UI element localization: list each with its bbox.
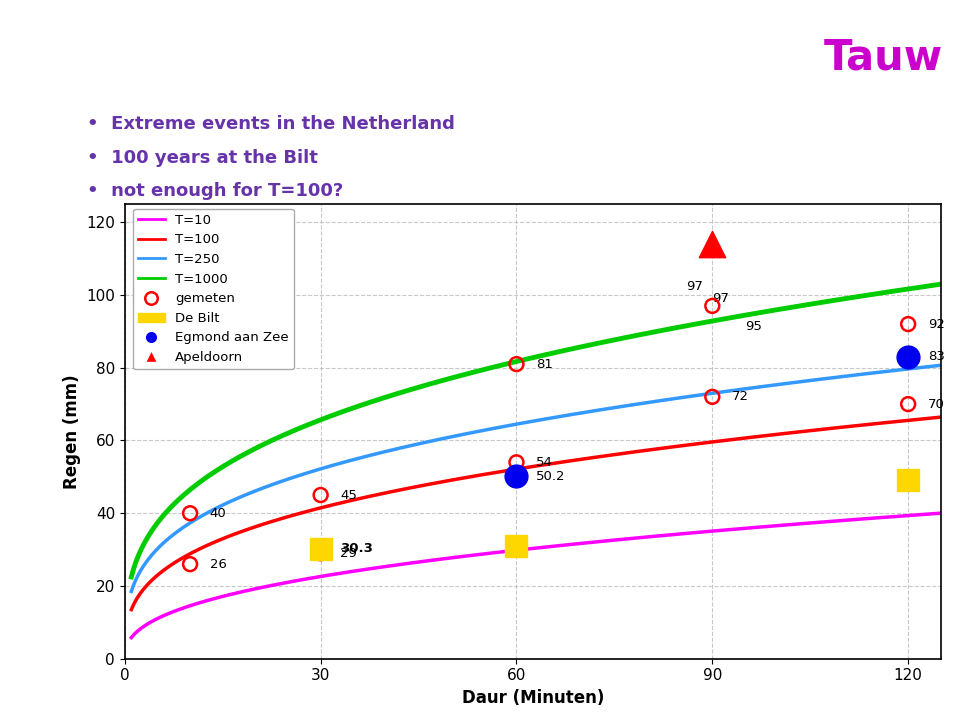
Y-axis label: Regen (mm): Regen (mm) <box>62 374 81 489</box>
Text: 92: 92 <box>927 318 945 331</box>
Text: •  not enough for T=100?: • not enough for T=100? <box>87 182 343 200</box>
Point <box>509 359 524 370</box>
Text: 83: 83 <box>927 350 945 363</box>
Point <box>509 470 524 482</box>
Text: 72: 72 <box>732 390 749 403</box>
Text: •  100 years at the Bilt: • 100 years at the Bilt <box>87 148 318 167</box>
Legend: T=10, T=100, T=250, T=1000, gemeten, De Bilt, Egmond aan Zee, Apeldoorn: T=10, T=100, T=250, T=1000, gemeten, De … <box>132 208 294 369</box>
Text: 97: 97 <box>686 280 703 293</box>
Point <box>509 457 524 468</box>
X-axis label: Daur (Minuten): Daur (Minuten) <box>462 689 604 707</box>
Point <box>900 475 916 486</box>
Point <box>900 351 916 362</box>
Point <box>313 489 328 500</box>
Text: 54: 54 <box>536 456 553 469</box>
Text: 29: 29 <box>340 547 357 560</box>
Text: 70: 70 <box>927 397 945 410</box>
Point <box>313 543 328 554</box>
Text: 95: 95 <box>745 321 762 334</box>
Point <box>705 391 720 402</box>
Text: 30.3: 30.3 <box>340 542 373 555</box>
Point <box>182 558 198 570</box>
Text: 26: 26 <box>209 558 227 571</box>
Text: 97: 97 <box>712 292 730 305</box>
Text: •  Extreme events in the Netherland: • Extreme events in the Netherland <box>87 115 455 133</box>
Text: 40: 40 <box>209 507 227 520</box>
Point <box>182 508 198 519</box>
Text: Rainfall (max hourly): Rainfall (max hourly) <box>82 27 575 69</box>
Text: Tauw: Tauw <box>824 37 943 79</box>
Point <box>900 398 916 410</box>
Text: 50.2: 50.2 <box>536 470 565 483</box>
Point <box>705 238 720 250</box>
Text: 45: 45 <box>340 488 357 501</box>
Point <box>900 319 916 330</box>
Point <box>313 548 328 559</box>
Point <box>509 541 524 552</box>
Text: 81: 81 <box>536 357 553 371</box>
Point <box>705 300 720 311</box>
